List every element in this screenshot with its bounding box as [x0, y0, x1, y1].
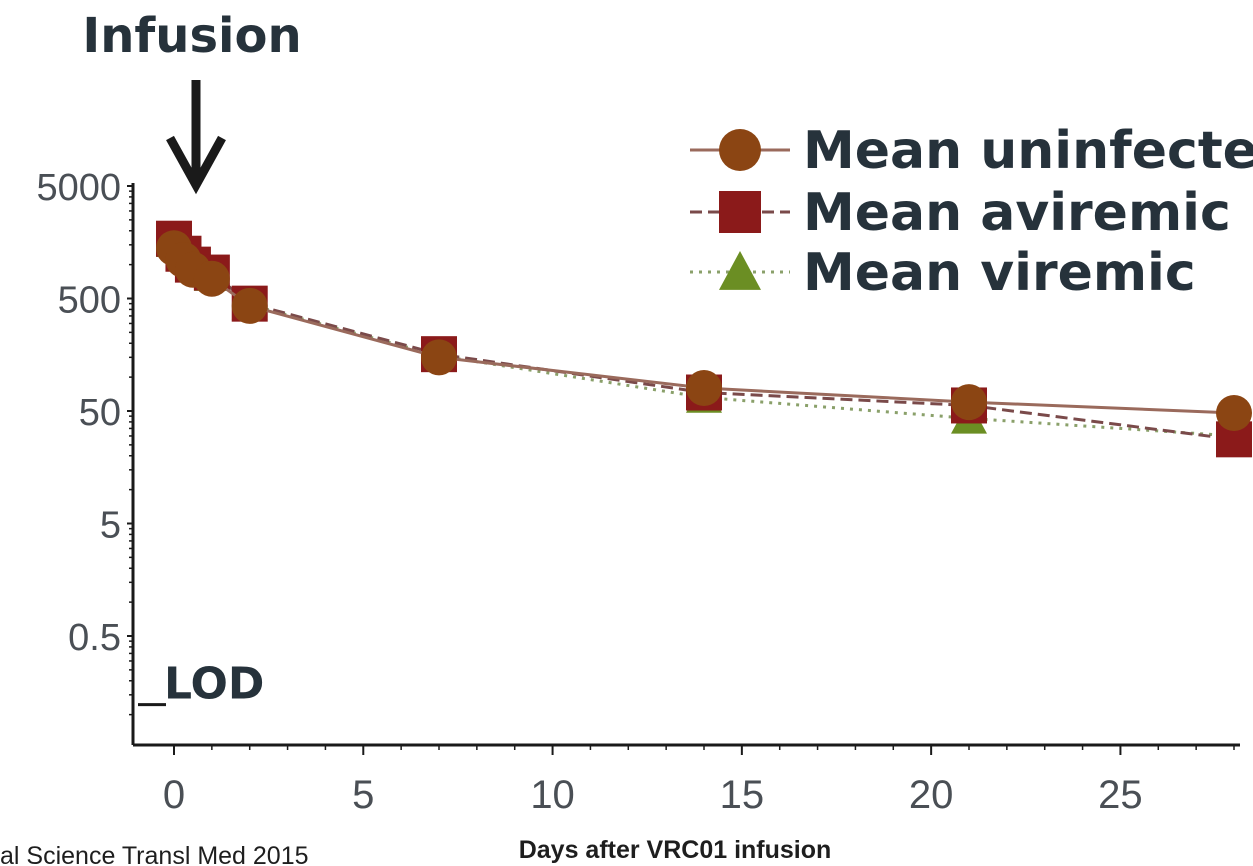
- citation-text: al Science Transl Med 2015: [0, 842, 309, 866]
- series-circle: [156, 230, 1252, 431]
- x-tick-label: 5: [352, 773, 374, 817]
- data-point: [951, 384, 987, 421]
- y-tick-label: 50: [79, 392, 121, 434]
- legend-marker: [719, 251, 761, 290]
- x-tick-label: 15: [720, 773, 765, 817]
- x-tick-label: 20: [909, 773, 954, 817]
- y-tick-label: 5: [100, 505, 121, 547]
- legend-label: Mean aviremic: [803, 183, 1231, 243]
- infusion-arrow-icon: [166, 80, 226, 195]
- lod-marker: LOD: [138, 659, 264, 710]
- data-point: [231, 287, 268, 324]
- legend-marker: [719, 191, 761, 233]
- legend-marker: [719, 129, 761, 171]
- y-tick-label: 5000: [36, 167, 121, 209]
- data-point: [1216, 394, 1252, 431]
- x-tick-label: 10: [530, 773, 575, 817]
- y-ticks: 5000 500 50 5 0.5: [36, 167, 133, 716]
- series-layer: [156, 220, 1252, 458]
- infusion-annotation: Infusion: [82, 8, 301, 64]
- x-tick-label: 0: [163, 773, 185, 817]
- y-tick-label: 500: [58, 280, 121, 322]
- x-ticks: 0 5 10 15 20 25: [163, 745, 1235, 817]
- x-axis-label: Days after VRC01 infusion: [519, 836, 832, 864]
- axes: [131, 183, 1240, 747]
- x-tick-label: 25: [1098, 773, 1143, 817]
- data-point: [421, 339, 457, 376]
- y-tick-label: 0.5: [68, 617, 121, 659]
- legend-label: Mean uninfected: [803, 121, 1253, 181]
- lod-label: LOD: [164, 659, 264, 710]
- data-point: [193, 260, 230, 297]
- data-point: [686, 370, 722, 407]
- legend-label: Mean viremic: [803, 243, 1196, 303]
